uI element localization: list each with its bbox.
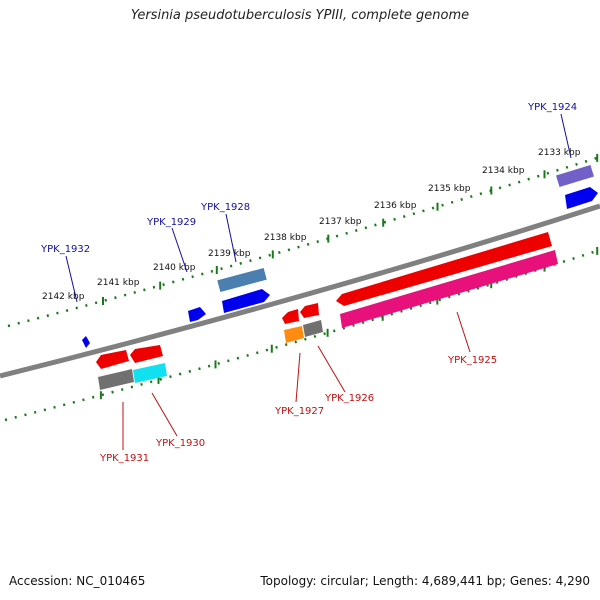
- bottom-leader-lines: [122, 311, 471, 450]
- scale-label: 2138 kbp: [264, 233, 307, 243]
- gene-label-ypk-1924[interactable]: YPK_1924: [527, 102, 577, 113]
- gene-feature-ypk-1930-cyan[interactable]: [133, 363, 167, 383]
- accession-text: Accession: NC_010465: [9, 574, 146, 588]
- top-gene-labels: YPK_1924 YPK_1928 YPK_1929 YPK_1932: [40, 102, 577, 255]
- scale-labels: 2133 kbp 2134 kbp 2135 kbp 2136 kbp 2137…: [42, 148, 581, 302]
- genome-backbone: [0, 203, 600, 379]
- bottom-gene-labels: YPK_1925 YPK_1926 YPK_1927 YPK_1930 YPK_…: [99, 355, 497, 464]
- gene-feature-ypk-1928-bottom[interactable]: [222, 289, 270, 313]
- gene-feature-ypk-1926-gray[interactable]: [303, 320, 323, 337]
- gene-feature-ypk-1932[interactable]: [82, 336, 90, 348]
- gene-feature-ypk-1928-top[interactable]: [217, 267, 267, 293]
- gene-label-ypk-1926[interactable]: YPK_1926: [324, 393, 374, 404]
- gene-label-ypk-1929[interactable]: YPK_1929: [146, 217, 196, 228]
- gene-feature-ypk-1924-top[interactable]: [556, 164, 594, 188]
- scale-label: 2141 kbp: [97, 278, 140, 288]
- gene-label-ypk-1927[interactable]: YPK_1927: [274, 406, 324, 417]
- gene-feature-ypk-1925-red[interactable]: [336, 232, 552, 306]
- scale-label: 2140 kbp: [153, 263, 196, 273]
- lower-scale-track: [4, 248, 600, 422]
- gene-feature-ypk-1925-pink[interactable]: [340, 250, 558, 328]
- scale-label: 2135 kbp: [428, 184, 471, 194]
- gene-feature-ypk-1931-red[interactable]: [96, 350, 129, 369]
- scale-label: 2137 kbp: [319, 217, 362, 227]
- gene-feature-ypk-1927-orange[interactable]: [284, 326, 304, 343]
- gene-label-ypk-1932[interactable]: YPK_1932: [40, 244, 90, 255]
- gene-label-ypk-1925[interactable]: YPK_1925: [447, 355, 497, 366]
- scale-label: 2133 kbp: [538, 148, 581, 158]
- scale-label: 2136 kbp: [374, 201, 417, 211]
- map-title: Yersinia pseudotuberculosis YPIII, compl…: [130, 8, 470, 23]
- gene-feature-ypk-1924-bottom[interactable]: [565, 187, 598, 209]
- genome-summary-text: Topology: circular; Length: 4,689,441 bp…: [260, 574, 590, 588]
- gene-feature-ypk-1926-red[interactable]: [300, 303, 319, 318]
- gene-label-ypk-1930[interactable]: YPK_1930: [155, 438, 205, 449]
- gene-label-ypk-1928[interactable]: YPK_1928: [200, 202, 250, 213]
- gene-feature-ypk-1927-red[interactable]: [282, 309, 299, 324]
- gene-feature-ypk-1931-gray[interactable]: [98, 369, 134, 390]
- top-leader-lines: [65, 113, 572, 303]
- gene-feature-ypk-1929[interactable]: [188, 307, 206, 322]
- scale-ticks: [99, 153, 599, 400]
- gene-feature-ypk-1930-red[interactable]: [130, 345, 163, 363]
- scale-label: 2134 kbp: [482, 166, 525, 176]
- scale-label: 2139 kbp: [208, 249, 251, 259]
- gene-label-ypk-1931[interactable]: YPK_1931: [99, 453, 149, 464]
- scale-label: 2142 kbp: [42, 292, 85, 302]
